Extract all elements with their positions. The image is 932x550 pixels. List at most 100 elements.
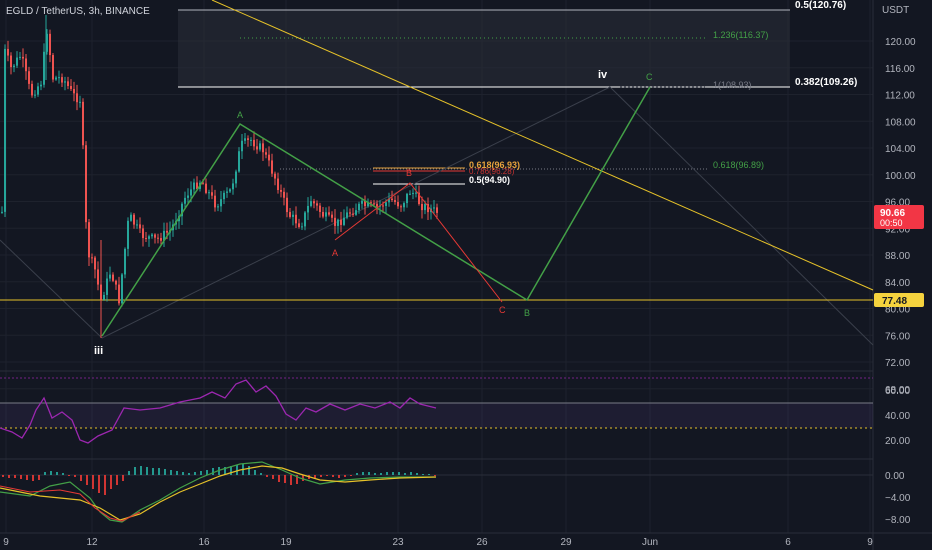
candle-body bbox=[376, 203, 378, 207]
candle-body bbox=[148, 236, 150, 239]
current-price: 90.66 bbox=[880, 208, 905, 219]
macd-bar bbox=[62, 473, 64, 475]
price-axis[interactable]: 120.00 116.00 112.00 108.00 104.00 100.00 96.0… bbox=[885, 37, 916, 396]
candle-body bbox=[373, 203, 375, 205]
rsi-tick-label: 20.00 bbox=[885, 436, 910, 447]
candle-body bbox=[367, 202, 369, 207]
candle-body bbox=[328, 212, 330, 215]
candle-body bbox=[7, 48, 9, 56]
macd-tick-label: −4.00 bbox=[885, 493, 911, 504]
price-tick-label: 88.00 bbox=[885, 251, 910, 262]
candle-body bbox=[151, 234, 153, 237]
candle-body bbox=[34, 94, 36, 96]
macd-bar bbox=[284, 475, 286, 483]
candle-body bbox=[241, 140, 243, 152]
candle-body bbox=[268, 154, 270, 161]
macd-bar bbox=[434, 475, 436, 476]
candle-body bbox=[55, 77, 57, 80]
price-tick-label: 116.00 bbox=[885, 64, 915, 75]
candle-body bbox=[364, 200, 366, 207]
macd-bar bbox=[74, 475, 76, 477]
candle-body bbox=[52, 55, 54, 80]
candle-body bbox=[49, 33, 51, 56]
macd-bar bbox=[44, 472, 46, 475]
candle-body bbox=[133, 214, 135, 225]
trendline-descending[interactable] bbox=[211, 0, 874, 291]
time-tick-label: 9 bbox=[867, 537, 873, 548]
candle-body bbox=[130, 214, 132, 221]
candle-body bbox=[424, 204, 426, 211]
macd-histogram[interactable] bbox=[2, 464, 436, 495]
candle-body bbox=[319, 205, 321, 212]
candle-body bbox=[355, 210, 357, 215]
candle-body bbox=[94, 257, 96, 270]
candle-body bbox=[412, 192, 414, 194]
fib-label-1: 1(108.93) bbox=[713, 80, 752, 90]
elliott-wave-red[interactable] bbox=[334, 182, 503, 303]
macd-tick-label: 0.00 bbox=[885, 471, 905, 482]
macd-line[interactable] bbox=[0, 461, 436, 523]
fib-label-1.236: 1.236(116.37) bbox=[713, 30, 768, 40]
rsi-line[interactable] bbox=[0, 379, 437, 444]
candle-body bbox=[244, 138, 246, 141]
candle-body bbox=[352, 213, 354, 215]
candle-body bbox=[283, 191, 285, 198]
elliott-wave-green[interactable] bbox=[101, 86, 651, 337]
candle-body bbox=[361, 200, 363, 204]
candle-body bbox=[316, 203, 318, 206]
candle-body bbox=[202, 182, 204, 184]
candle-body bbox=[118, 284, 120, 304]
price-tick-label: 104.00 bbox=[885, 144, 916, 155]
rsi-axis[interactable]: 60.00 40.00 20.00 bbox=[885, 386, 910, 447]
candle-body bbox=[286, 197, 288, 213]
candle-body bbox=[22, 56, 24, 59]
candle-body bbox=[40, 84, 42, 87]
macd-bar bbox=[236, 465, 238, 475]
macd-secondary-line[interactable] bbox=[0, 485, 141, 522]
symbol-title[interactable]: EGLD / TetherUS, 3h, BINANCE bbox=[6, 6, 150, 17]
macd-bar bbox=[80, 475, 82, 481]
wave-label-iv: iv bbox=[598, 69, 608, 81]
candle-body bbox=[232, 183, 234, 190]
time-axis[interactable]: 9 12 16 19 23 26 29 Jun 6 9 bbox=[3, 537, 873, 548]
price-tick-label: 112.00 bbox=[885, 91, 915, 102]
candle-body bbox=[238, 151, 240, 172]
candle-body bbox=[25, 58, 27, 72]
fib-label-red-0.618: 0.618(96.93) bbox=[469, 160, 520, 170]
macd-bar bbox=[14, 475, 16, 478]
macd-signal-line[interactable] bbox=[0, 465, 437, 521]
fib-label-red-0.5: 0.5(94.90) bbox=[469, 175, 510, 185]
candle-body bbox=[415, 192, 417, 194]
macd-bar bbox=[32, 475, 34, 481]
candle-body bbox=[223, 192, 225, 200]
candle-body bbox=[166, 230, 168, 233]
macd-bar bbox=[230, 466, 232, 475]
fib-extension-zone[interactable] bbox=[178, 10, 790, 87]
candle-body bbox=[1, 211, 3, 213]
macd-bar bbox=[254, 470, 256, 475]
macd-bar bbox=[50, 471, 52, 475]
macd-bar bbox=[164, 469, 166, 475]
fib-label-0.5: 0.5(120.76) bbox=[795, 0, 846, 11]
candle-body bbox=[58, 77, 60, 79]
candle-body bbox=[226, 191, 228, 193]
macd-bar bbox=[86, 475, 88, 485]
candle-body bbox=[79, 101, 81, 103]
candle-body bbox=[124, 248, 126, 275]
candle-body bbox=[43, 51, 45, 85]
candle-body bbox=[400, 206, 402, 208]
time-tick-label: 23 bbox=[392, 537, 404, 548]
macd-axis[interactable]: 0.00 −4.00 −8.00 bbox=[885, 471, 911, 526]
macd-bar bbox=[104, 475, 106, 495]
macd-bar bbox=[278, 475, 280, 482]
rsi-tick-label: 60.00 bbox=[885, 386, 910, 397]
macd-bar bbox=[248, 466, 250, 475]
candle-body bbox=[343, 217, 345, 225]
macd-bar bbox=[404, 473, 406, 475]
candle-body bbox=[208, 192, 210, 194]
macd-bar bbox=[362, 472, 364, 475]
macd-bar bbox=[344, 475, 346, 477]
macd-bar bbox=[20, 475, 22, 479]
